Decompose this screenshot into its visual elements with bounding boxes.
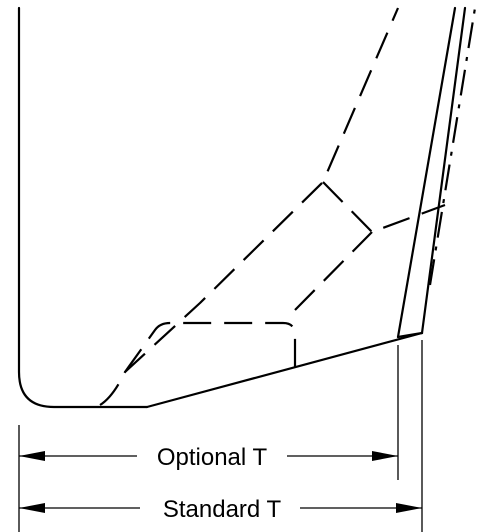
right-member-centerline bbox=[428, 7, 477, 286]
optional-prep-branch-upper bbox=[322, 181, 446, 234]
right-member-base-line bbox=[396, 331, 424, 339]
optional-weld-land bbox=[124, 321, 297, 373]
optional-arrow-left bbox=[19, 451, 45, 461]
right-member-inner-line bbox=[396, 6, 457, 339]
left-member-outline bbox=[17, 6, 149, 409]
optional-prep-long-diagonal bbox=[99, 7, 400, 406]
standard-arrow-left bbox=[19, 503, 45, 513]
right-member-outer-line bbox=[420, 6, 467, 335]
standard-dimension: Standard T bbox=[19, 493, 422, 523]
optional-dimension: Optional T bbox=[19, 441, 398, 471]
standard-weld-face bbox=[145, 331, 424, 409]
standard-arrow-right bbox=[396, 503, 422, 513]
standard-t-label: Standard T bbox=[163, 496, 282, 523]
optional-arrow-right bbox=[372, 451, 398, 461]
optional-t-label: Optional T bbox=[157, 444, 268, 471]
optional-prep-branch-lower bbox=[294, 231, 373, 311]
